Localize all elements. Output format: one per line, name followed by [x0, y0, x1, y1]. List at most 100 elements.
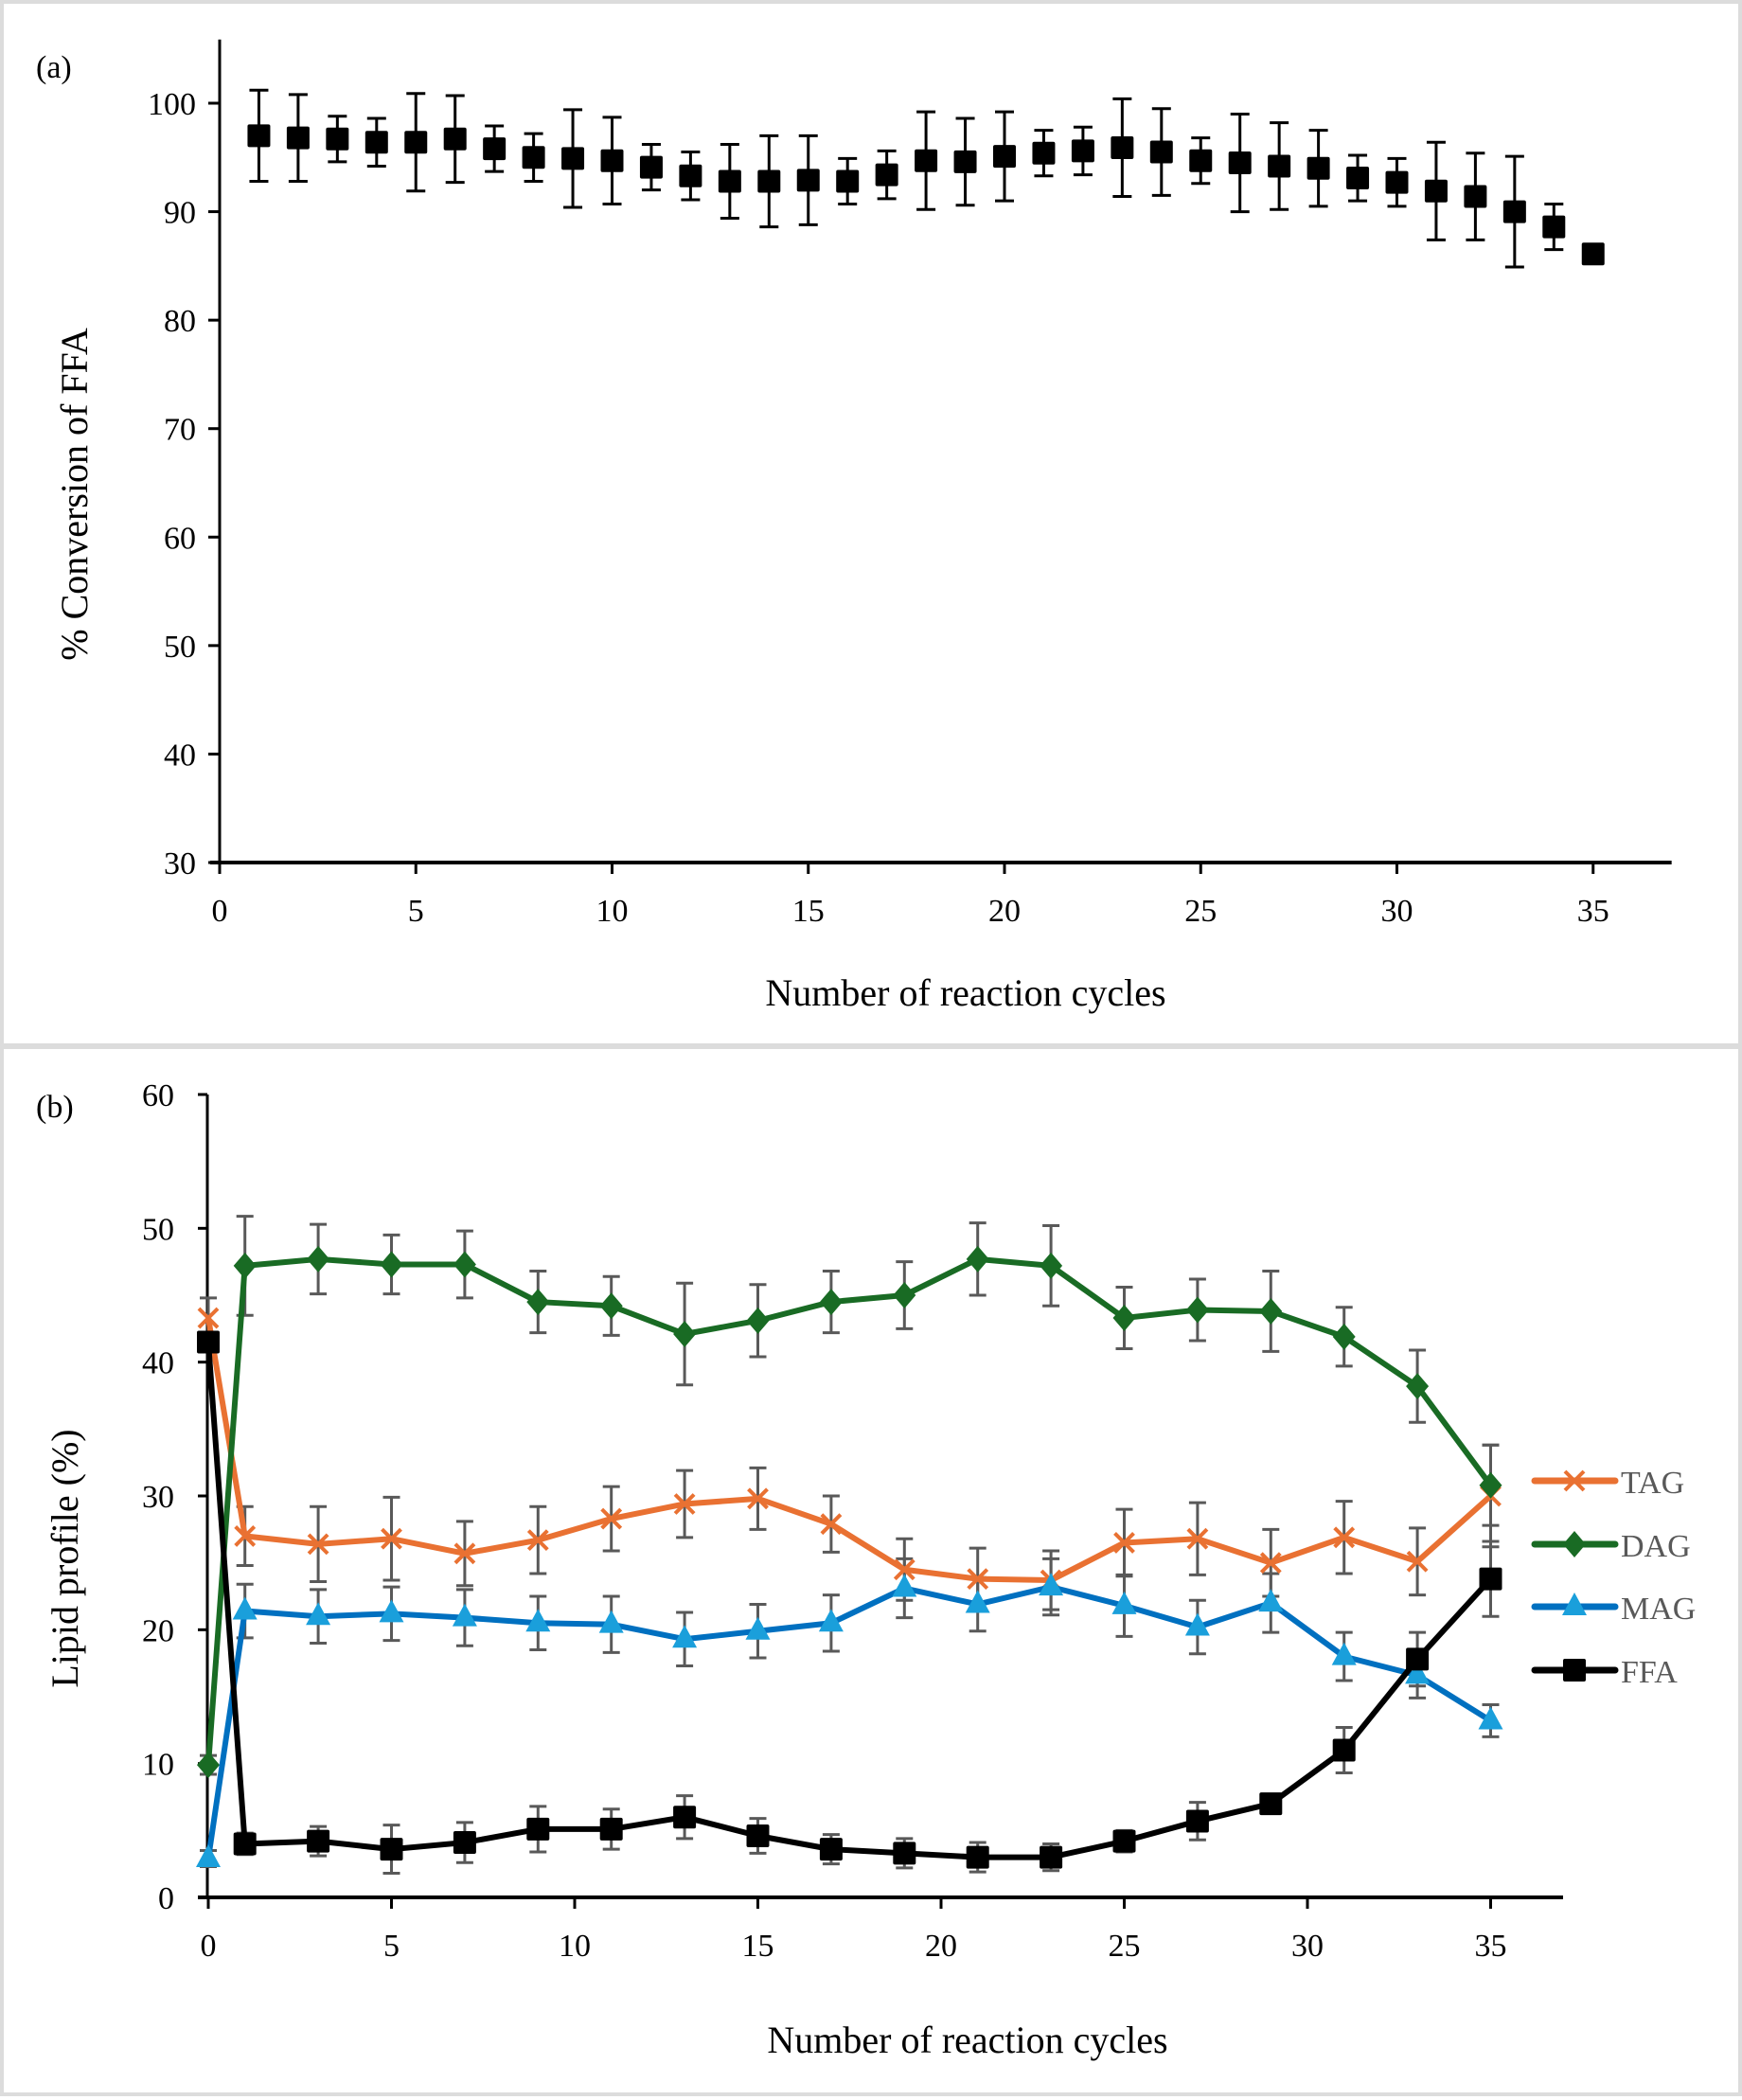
data-point-triangle — [232, 1596, 258, 1620]
data-point-square — [1502, 200, 1526, 223]
chart-b-y-axis-label: Lipid profile (%) — [44, 1429, 86, 1687]
data-point-square — [1306, 156, 1330, 180]
data-point-square — [796, 169, 820, 192]
data-point-square — [522, 146, 545, 169]
data-point-square — [453, 1831, 476, 1855]
data-point-triangle — [965, 1590, 990, 1613]
series-line-mag — [205, 1584, 1493, 1860]
data-point-triangle — [892, 1574, 917, 1597]
data-point-square — [966, 1845, 989, 1869]
data-point-diamond — [1112, 1305, 1136, 1332]
data-point-square — [197, 1330, 220, 1354]
data-point-x-marker — [893, 1558, 915, 1581]
data-point-diamond — [453, 1251, 476, 1278]
series-line-tag — [205, 1317, 1493, 1584]
x-tick-label: 5 — [408, 894, 424, 929]
data-point-square — [953, 150, 977, 173]
data-point-diamond — [746, 1307, 770, 1334]
x-tick-label: 0 — [212, 894, 228, 929]
data-point-diamond — [1332, 1323, 1356, 1350]
legend-label: TAG — [1621, 1466, 1684, 1501]
data-point-diamond — [1259, 1297, 1283, 1325]
data-point-square — [526, 1817, 550, 1841]
data-point-diamond — [599, 1292, 623, 1320]
chart-a-y-axis-label: % Conversion of FFA — [53, 328, 96, 661]
data-point-square — [380, 1838, 403, 1861]
data-point-square — [639, 155, 663, 179]
data-point-x-marker — [197, 1307, 220, 1329]
data-point-diamond — [1563, 1531, 1586, 1557]
data-point-square — [1464, 185, 1487, 208]
data-point-square — [1332, 1738, 1356, 1762]
series-line-ffa — [205, 1342, 1493, 1860]
legend-item-ffa: FFA — [1531, 1655, 1678, 1690]
legend-label: DAG — [1621, 1529, 1691, 1564]
data-point-diamond — [197, 1752, 220, 1779]
data-point-square — [1040, 1845, 1063, 1869]
data-point-square — [233, 1832, 257, 1856]
data-point-square — [483, 137, 507, 161]
y-tick-label: 40 — [142, 1346, 174, 1381]
data-point-triangle — [1184, 1612, 1210, 1636]
y-tick-label: 10 — [142, 1748, 174, 1783]
data-point-triangle — [1258, 1589, 1284, 1612]
data-point-triangle — [379, 1599, 404, 1623]
chart-b-svg: (b) 0 10 20 30 40 50 60 0 5 10 15 20 25 30 35 TAG DAG MA… — [36, 1078, 1696, 2061]
data-point-square — [875, 163, 898, 187]
x-tick-label: 30 — [1291, 1929, 1324, 1964]
data-point-square — [915, 149, 938, 172]
panel-label-a: (a) — [36, 50, 72, 85]
data-point-diamond — [966, 1245, 989, 1272]
y-tick-label: 90 — [164, 196, 196, 231]
data-point-triangle — [452, 1603, 477, 1627]
data-point-square — [1149, 140, 1173, 164]
data-point-diamond — [1185, 1296, 1209, 1324]
data-point-x-marker — [307, 1533, 329, 1556]
data-point-x-marker — [453, 1542, 476, 1565]
x-tick-label: 10 — [559, 1929, 591, 1964]
data-point-square — [1424, 179, 1448, 203]
data-point-x-marker — [673, 1493, 696, 1515]
y-tick-label: 60 — [142, 1078, 174, 1113]
data-point-square — [993, 145, 1016, 169]
chart-b-error-bars — [200, 1215, 1500, 1876]
data-point-triangle — [818, 1609, 844, 1632]
data-point-x-marker — [1259, 1552, 1282, 1575]
x-tick-label: 30 — [1381, 894, 1413, 929]
data-point-triangle — [745, 1616, 771, 1640]
data-point-square — [286, 126, 310, 150]
data-point-square — [1542, 215, 1566, 239]
data-point-square — [1071, 139, 1094, 163]
legend-label: MAG — [1621, 1592, 1696, 1627]
data-point-diamond — [819, 1289, 843, 1316]
y-tick-label: 80 — [164, 304, 196, 339]
y-tick-label: 50 — [164, 630, 196, 665]
data-point-triangle — [1405, 1661, 1431, 1684]
y-tick-label: 30 — [142, 1480, 174, 1515]
data-point-square — [600, 149, 624, 172]
data-point-square — [1406, 1647, 1430, 1671]
y-tick-label: 100 — [148, 87, 196, 122]
data-point-x-marker — [747, 1487, 769, 1510]
data-point-triangle — [1039, 1573, 1064, 1596]
data-point-x-marker — [967, 1568, 989, 1591]
data-point-triangle — [1111, 1591, 1137, 1614]
panel-a: (a) 30 40 50 60 70 80 90 100 0 5 10 15 20 25 30 35 Numb… — [0, 0, 1742, 1047]
data-point-x-marker — [820, 1513, 843, 1536]
legend-label: FFA — [1621, 1655, 1678, 1690]
data-point-square — [819, 1838, 843, 1861]
data-point-square — [1479, 1567, 1502, 1591]
data-point-diamond — [233, 1252, 257, 1279]
data-point-triangle — [306, 1602, 331, 1626]
y-tick-label: 60 — [164, 521, 196, 556]
data-point-square — [718, 169, 741, 193]
data-point-x-marker — [234, 1524, 257, 1547]
data-point-square — [364, 131, 388, 154]
data-point-square — [679, 164, 702, 187]
data-point-triangle — [1562, 1593, 1587, 1615]
chart-b-x-axis-label: Number of reaction cycles — [767, 2019, 1167, 2061]
data-point-square — [1032, 141, 1056, 165]
legend-item-dag: DAG — [1531, 1529, 1691, 1564]
data-point-square — [893, 1842, 916, 1865]
x-tick-label: 35 — [1475, 1929, 1507, 1964]
